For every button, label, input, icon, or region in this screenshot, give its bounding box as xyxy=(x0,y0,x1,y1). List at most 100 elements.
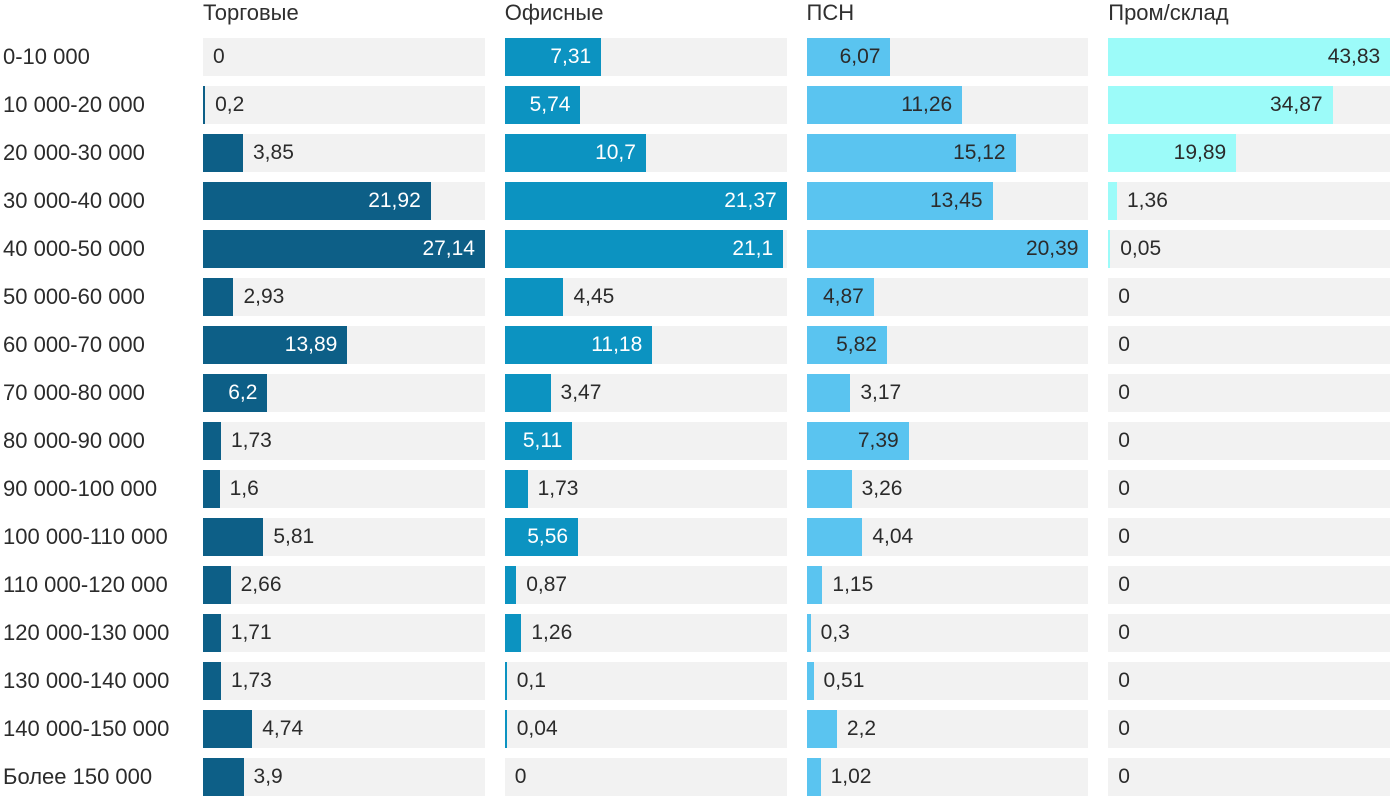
bar-value: 0 xyxy=(1118,381,1130,404)
bar-value: 0 xyxy=(1118,573,1130,596)
bar-value: 1,6 xyxy=(229,477,259,500)
table-row: 40 000-50 000 27,14 21,1 20,39 0,05 xyxy=(3,230,1390,268)
bar-fill xyxy=(203,710,253,748)
bar-value: 0,2 xyxy=(215,93,245,116)
column-header-torgovye: Торговые xyxy=(203,0,299,25)
bar-fill xyxy=(806,470,852,508)
bar-track: 11,26 xyxy=(806,86,1089,124)
bar-value: 0,87 xyxy=(526,573,568,596)
bar-fill xyxy=(203,614,221,652)
bar-track: 21,37 xyxy=(504,182,787,220)
row-label: 130 000-140 000 xyxy=(3,668,170,693)
bar-fill xyxy=(806,278,874,316)
bar-value: 2,66 xyxy=(240,573,282,596)
bar-track: 0 xyxy=(1108,278,1390,316)
bar-track: 1,73 xyxy=(203,422,485,460)
bar-track: 1,73 xyxy=(203,662,485,700)
bar-track: 10,7 xyxy=(504,134,787,172)
row-label: Более 150 000 xyxy=(3,764,153,789)
bar-fill xyxy=(806,518,863,556)
row-label: 80 000-90 000 xyxy=(3,428,145,453)
bar-track: 3,9 xyxy=(203,758,485,796)
bar-fill xyxy=(806,230,1089,268)
bar-value: 3,17 xyxy=(860,381,902,404)
bar-value: 0 xyxy=(1118,477,1130,500)
bar-track: 21,1 xyxy=(504,230,787,268)
bar-value: 0,04 xyxy=(516,717,558,740)
table-row: 100 000-110 000 5,81 5,56 4,04 0 xyxy=(3,518,1390,556)
bar-fill xyxy=(806,182,993,220)
row-label: 100 000-110 000 xyxy=(3,524,168,549)
bar-fill xyxy=(806,422,909,460)
bar-value: 0 xyxy=(1118,333,1130,356)
bar-value: 5,82 xyxy=(836,333,877,356)
bar-value: 5,56 xyxy=(527,525,569,548)
bar-value: 0 xyxy=(1118,621,1130,644)
bar-value: 0 xyxy=(1118,669,1130,692)
bar-value: 11,18 xyxy=(591,333,643,356)
table-row: 20 000-30 000 3,85 10,7 15,12 19,89 xyxy=(3,134,1390,172)
bar-fill xyxy=(806,134,1016,172)
bar-track: 6,2 xyxy=(203,374,485,412)
bar-track: 0 xyxy=(1108,326,1390,364)
bar-value: 1,73 xyxy=(230,669,272,692)
row-label-column-spacer xyxy=(3,0,183,28)
bar-track: 43,83 xyxy=(1108,38,1390,76)
bar-fill xyxy=(504,518,579,556)
row-label: 70 000-80 000 xyxy=(3,380,145,405)
bar-track: 1,15 xyxy=(806,566,1089,604)
bar-fill xyxy=(504,710,507,748)
bar-value: 6,2 xyxy=(228,381,258,404)
bar-fill xyxy=(203,230,485,268)
bar-fill xyxy=(1108,134,1237,172)
bar-track: 5,81 xyxy=(203,518,485,556)
bar-track: 6,07 xyxy=(806,38,1089,76)
bar-track: 0,3 xyxy=(806,614,1089,652)
bar-fill xyxy=(203,134,243,172)
bar-value: 3,26 xyxy=(861,477,903,500)
table-row: 80 000-90 000 1,73 5,11 7,39 0 xyxy=(3,422,1390,460)
bar-track: 0 xyxy=(504,758,787,796)
bar-value: 4,45 xyxy=(573,285,615,308)
bar-track: 4,87 xyxy=(806,278,1089,316)
row-label: 90 000-100 000 xyxy=(3,476,158,501)
bar-value: 3,85 xyxy=(253,141,294,164)
bar-track: 1,36 xyxy=(1108,182,1390,220)
bar-track: 1,02 xyxy=(806,758,1089,796)
table-row: 110 000-120 000 2,66 0,87 1,15 0 xyxy=(3,566,1390,604)
bar-track: 0,87 xyxy=(504,566,787,604)
bar-value: 0,3 xyxy=(820,621,850,644)
bar-fill xyxy=(1108,182,1117,220)
bar-track: 11,18 xyxy=(504,326,787,364)
bar-value: 4,04 xyxy=(872,525,914,548)
bar-track: 13,89 xyxy=(203,326,485,364)
bar-fill xyxy=(504,614,522,652)
bar-value: 34,87 xyxy=(1270,93,1323,116)
table-row: 50 000-60 000 2,93 4,45 4,87 0 xyxy=(3,278,1390,316)
bar-value: 3,9 xyxy=(253,765,283,788)
bar-fill xyxy=(504,38,602,76)
row-label: 60 000-70 000 xyxy=(3,332,145,357)
bar-fill xyxy=(504,278,564,316)
bar-fill xyxy=(504,134,646,172)
bar-fill xyxy=(203,758,244,796)
bar-track: 3,85 xyxy=(203,134,485,172)
bar-fill xyxy=(806,86,963,124)
bar-value: 21,92 xyxy=(368,189,421,212)
table-row: 0-10 000 0 7,31 6,07 43,83 xyxy=(3,38,1390,76)
bar-fill xyxy=(504,470,528,508)
bar-value: 13,45 xyxy=(929,189,983,212)
bar-value: 1,02 xyxy=(830,765,872,788)
column-headers: Торговые Офисные ПСН Пром/склад xyxy=(3,0,1390,28)
bar-track: 3,47 xyxy=(504,374,787,412)
bar-track: 0,51 xyxy=(806,662,1089,700)
bar-value: 1,26 xyxy=(531,621,573,644)
bar-track: 0 xyxy=(1108,614,1390,652)
bar-fill xyxy=(203,374,268,412)
bar-value: 0 xyxy=(1118,765,1130,788)
bar-track: 0 xyxy=(1108,422,1390,460)
row-label: 140 000-150 000 xyxy=(3,716,170,741)
column-header-prom-sklad: Пром/склад xyxy=(1108,0,1229,25)
bar-value: 0 xyxy=(1118,525,1130,548)
